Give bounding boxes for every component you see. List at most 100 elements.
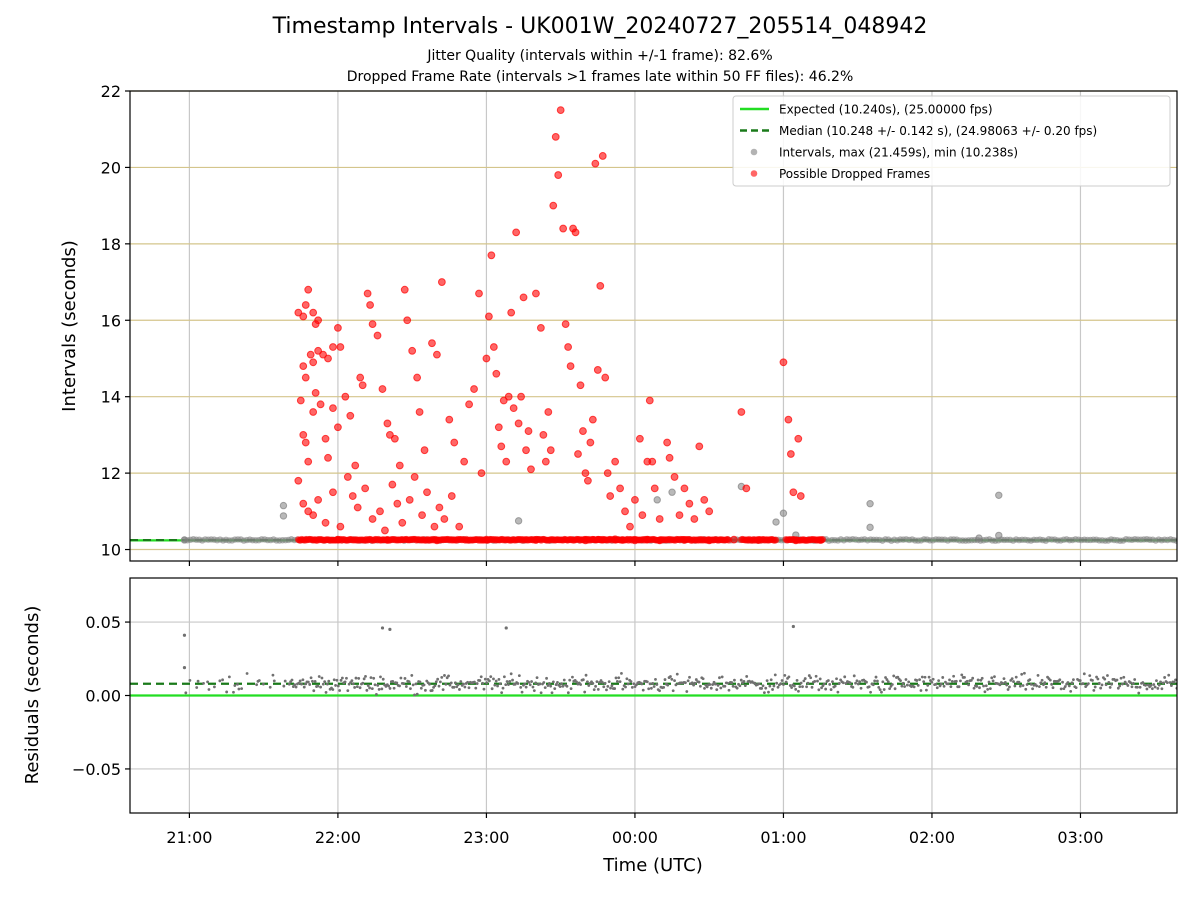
red-point-57	[314, 495, 323, 504]
red-point-101	[522, 446, 530, 455]
residual-point	[784, 680, 788, 684]
residual-point	[1130, 685, 1134, 689]
residual-point	[617, 676, 621, 680]
residual-point	[1050, 682, 1054, 686]
residual-point	[723, 684, 727, 688]
red-point-27	[334, 423, 342, 432]
residual-point	[1088, 674, 1092, 678]
residual-point	[651, 682, 655, 685]
red-point-120	[574, 450, 582, 458]
residual-point	[508, 680, 512, 683]
residual-point	[1106, 674, 1109, 677]
red-point-41	[395, 461, 404, 470]
residual-point	[381, 677, 385, 681]
residual-point	[372, 676, 376, 680]
residual-point	[685, 690, 689, 693]
residual-point	[972, 686, 976, 690]
residual-point	[888, 687, 892, 691]
residual-point	[1020, 672, 1024, 676]
top-y-tick-label-0: 10	[101, 541, 121, 560]
residual-point	[893, 687, 897, 691]
residual-point	[671, 689, 675, 693]
residual-point	[498, 682, 502, 686]
residual-point	[1092, 688, 1096, 692]
residual-point	[531, 685, 535, 689]
residual-point	[652, 685, 656, 688]
residual-point	[1061, 680, 1064, 684]
bottom-y-tick-label-0: 0.05	[85, 613, 121, 632]
residual-point	[245, 672, 249, 675]
residual-point	[308, 683, 312, 686]
residual-point	[188, 679, 192, 682]
residual-point	[1066, 681, 1070, 684]
residual-point	[475, 682, 479, 685]
gray-point-14	[995, 531, 1003, 540]
residual-point	[441, 688, 445, 692]
residual-point	[520, 690, 524, 694]
residual-point	[826, 679, 830, 682]
residual-point	[467, 686, 471, 690]
residual-point	[684, 681, 687, 685]
residual-point	[524, 685, 528, 689]
red-point-42	[400, 285, 409, 294]
residual-point	[716, 683, 720, 687]
legend-label-0: Expected (10.240s), (25.00000 fps)	[779, 103, 993, 117]
residual-point	[782, 683, 785, 686]
residual-point	[321, 682, 325, 686]
residual-point	[915, 679, 919, 682]
residual-point	[1028, 678, 1032, 682]
red-point-28	[341, 392, 350, 401]
residual-point	[282, 684, 286, 688]
residual-point	[735, 686, 739, 690]
residual-point	[954, 679, 958, 683]
red-point-16	[336, 343, 345, 351]
residual-point	[1104, 683, 1108, 687]
residual-point	[828, 682, 832, 686]
red-point-14	[329, 343, 337, 351]
residual-point	[1126, 684, 1130, 687]
residual-band	[184, 671, 1177, 697]
red-point-131	[601, 373, 610, 382]
residual-point	[1025, 683, 1029, 686]
residual-point	[1097, 681, 1101, 685]
red-point-136	[621, 507, 629, 516]
residual-point	[1021, 684, 1025, 687]
residual-point	[1086, 682, 1090, 686]
residual-point	[323, 680, 327, 684]
x-tick-label-2: 23:00	[463, 828, 509, 847]
residual-point	[428, 682, 431, 686]
red-point-85	[482, 354, 491, 363]
residual-point	[331, 688, 335, 691]
red-point-10	[309, 358, 318, 367]
residual-point	[562, 678, 566, 682]
red-point-129	[596, 281, 605, 290]
residual-point	[511, 678, 514, 682]
residual-point	[923, 675, 927, 679]
residual-point	[1017, 680, 1021, 684]
residual-point	[319, 685, 322, 689]
residual-point	[779, 682, 783, 686]
residual-point	[765, 679, 769, 683]
red-point-161	[789, 488, 798, 497]
red-point-150	[680, 484, 689, 493]
red-point-112	[554, 171, 563, 179]
residual-point	[456, 683, 460, 687]
residual-point	[878, 688, 882, 692]
residual-point	[851, 685, 855, 689]
residual-point	[669, 675, 672, 678]
red-point-140	[638, 511, 647, 520]
red-point-44	[408, 346, 417, 355]
residual-point	[482, 687, 486, 691]
residual-point	[856, 682, 860, 686]
residual-point	[301, 678, 305, 682]
residual-point	[584, 673, 588, 677]
bottom-ticks: 21:00 22:00 23:00 00:00 01:00 02:00 03:00 0.05 0…	[72, 613, 1104, 847]
residual-point	[293, 683, 297, 686]
bottom-y-tick-label-1: 0.00	[85, 687, 121, 706]
residual-point	[418, 680, 422, 684]
residual-point	[655, 683, 659, 686]
residual-point	[1063, 685, 1067, 688]
residual-point	[705, 685, 709, 689]
residual-point	[649, 686, 653, 690]
residual-point	[699, 684, 702, 688]
